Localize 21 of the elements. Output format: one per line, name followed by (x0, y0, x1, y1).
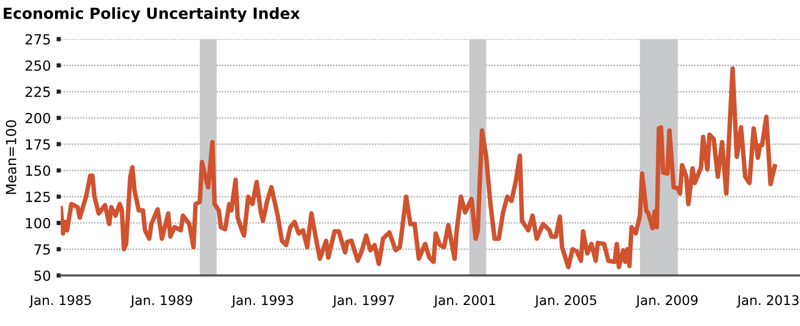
x-tick-label: Jan. 1985 (28, 295, 91, 308)
x-tick-label: Jan. 1993 (231, 295, 294, 308)
x-tick-label: Jan. 1989 (130, 295, 192, 308)
x-tick-label: Jan. 1997 (332, 295, 394, 308)
y-tick-label: 150 (26, 165, 50, 176)
y-tick-label: 275 (26, 34, 50, 45)
y-tick-label: 225 (26, 86, 50, 98)
y-tick-label: 50 (34, 270, 50, 281)
x-tick-label: Jan. 2001 (433, 295, 496, 308)
x-tick-label: Jan. 2013 (736, 295, 799, 308)
y-tick-label: 100 (26, 218, 50, 228)
y-tick-label: 125 (26, 192, 50, 202)
y-tick-label: 175 (26, 139, 50, 150)
x-tick-label: Jan. 2005 (534, 295, 596, 308)
y-tick-label: 250 (26, 60, 50, 71)
y-tick-label: 75 (34, 244, 50, 255)
x-tick-label: Jan. 2009 (635, 295, 698, 308)
line-series (60, 66, 777, 270)
y-axis-title: Mean=100 (6, 120, 16, 194)
chart-title: Economic Policy Uncertainty Index (4, 7, 300, 22)
y-tick-label: 200 (26, 112, 50, 124)
